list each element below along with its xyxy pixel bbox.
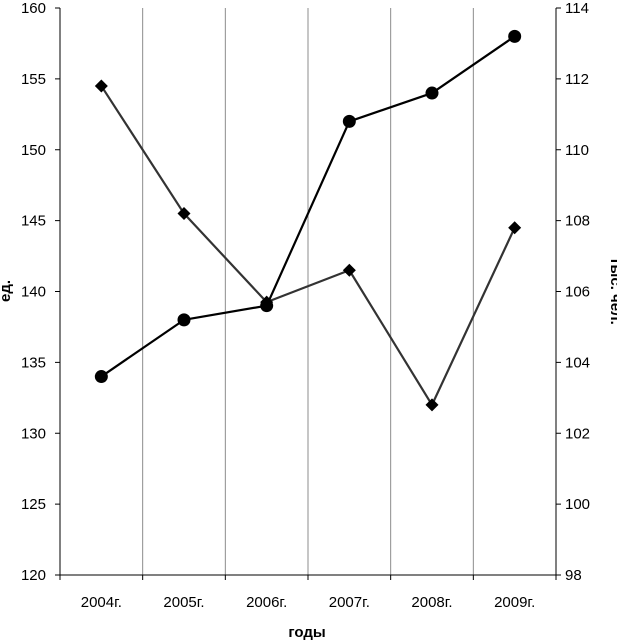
y-left-tick-label: 155 [21, 71, 46, 88]
circle-marker [94, 370, 108, 384]
diamond-marker [425, 398, 439, 412]
x-tick-label: 2006г. [246, 594, 287, 611]
y-right-tick-label: 102 [565, 425, 590, 442]
y-right-tick-label: 98 [565, 567, 582, 584]
diamond-marker [508, 221, 522, 235]
diamond-marker [342, 263, 356, 277]
circle-marker [177, 313, 191, 327]
circle-marker [425, 86, 439, 100]
y-right-tick-label: 112 [565, 71, 589, 88]
y-axis-left-title: ед. [0, 280, 14, 302]
x-tick-label: 2009г. [494, 594, 535, 611]
diamond-marker [177, 207, 191, 221]
left-axis-ticks: 120 125 130 135 140 145 150 155 160 [21, 0, 60, 584]
y-right-tick-label: 104 [565, 354, 590, 371]
y-left-tick-label: 135 [21, 354, 46, 371]
y-left-tick-label: 150 [21, 142, 46, 159]
x-axis-ticks: 2004г. 2005г. 2006г. 2007г. 2008г. 2009г. [59, 575, 557, 611]
y-left-tick-label: 145 [21, 213, 46, 230]
x-tick-label: 2004г. [81, 594, 122, 611]
y-axis-right-title: тыс. чел. [607, 257, 617, 325]
y-left-tick-label: 160 [21, 0, 46, 17]
x-tick-label: 2008г. [411, 594, 452, 611]
y-right-tick-label: 106 [565, 284, 590, 301]
y-left-tick-label: 120 [21, 567, 46, 584]
diamond-marker [94, 79, 108, 93]
y-right-tick-label: 108 [565, 213, 590, 230]
x-tick-label: 2005г. [163, 594, 204, 611]
diamond-marker [260, 295, 274, 309]
series-2 [94, 79, 522, 412]
x-axis-title: годы [288, 624, 325, 641]
y-right-tick-label: 114 [565, 0, 589, 17]
y-right-tick-label: 110 [565, 142, 589, 159]
x-tick-label: 2007г. [329, 594, 370, 611]
series-line [100, 85, 516, 406]
y-left-tick-label: 130 [21, 425, 46, 442]
right-axis-ticks: 98 100 102 104 106 108 110 112 114 [556, 0, 590, 584]
y-left-tick-label: 125 [21, 496, 46, 513]
series-group [94, 29, 522, 412]
y-left-tick-label: 140 [21, 284, 46, 301]
circle-marker [508, 29, 522, 43]
y-right-tick-label: 100 [565, 496, 590, 513]
circle-marker [342, 114, 356, 128]
grid-lines [142, 8, 474, 575]
series-line [100, 35, 516, 378]
